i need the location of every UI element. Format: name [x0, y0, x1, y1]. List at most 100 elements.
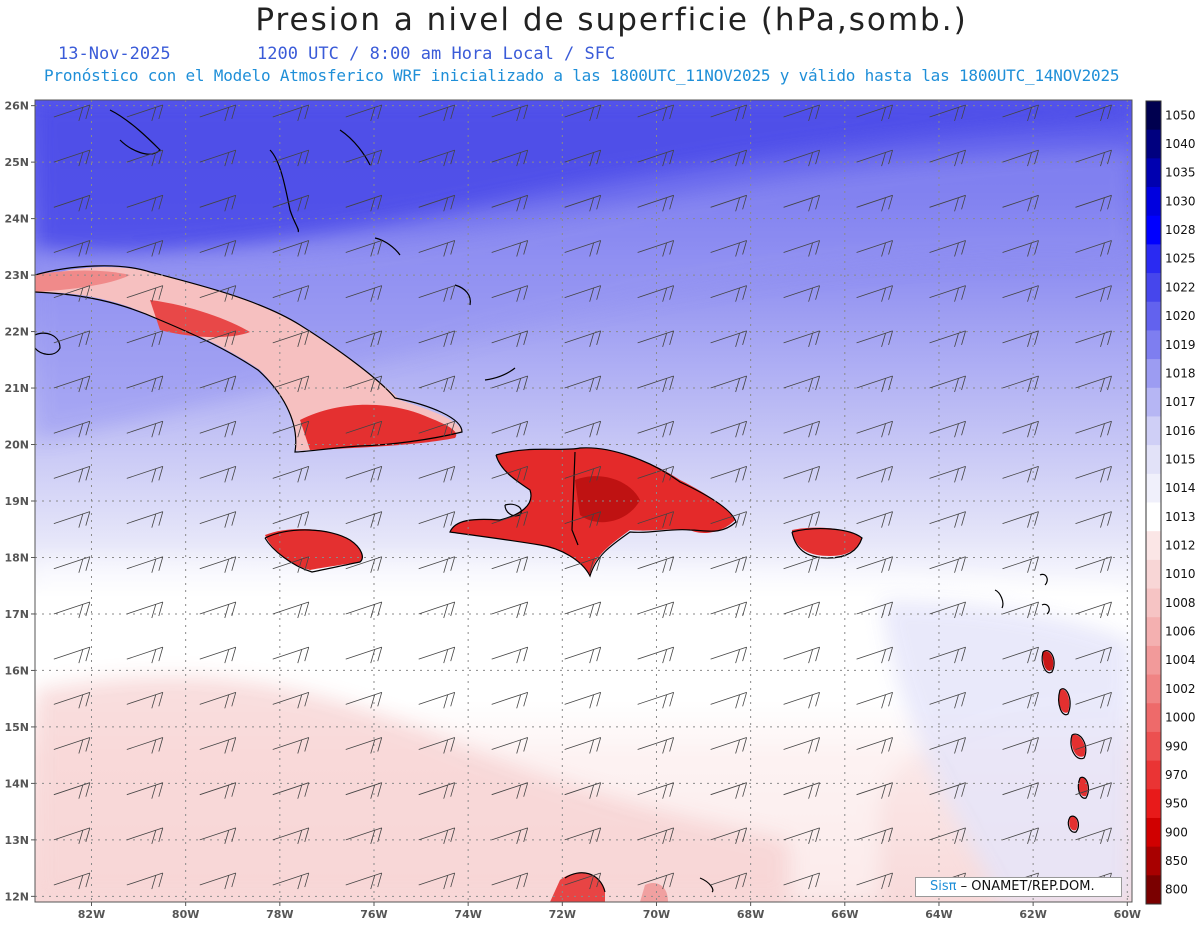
lat-lon-grid	[35, 100, 1132, 902]
wind-barb	[418, 511, 456, 528]
colorbar-label: 1010	[1165, 567, 1196, 581]
wind-barb	[783, 104, 820, 122]
colorbar-swatch	[1146, 588, 1161, 618]
colorbar-swatch	[1146, 760, 1161, 790]
wind-barb	[53, 194, 91, 212]
colorbar-label: 1004	[1165, 653, 1196, 667]
wind-barb	[345, 691, 383, 709]
wind-barb	[1002, 285, 1039, 302]
wind-barb	[637, 511, 675, 528]
wind-barb	[199, 149, 237, 167]
wind-barb	[856, 646, 893, 664]
wind-barb	[53, 285, 91, 302]
pressure-colorbar: 1050 1040 1035 1030 1028 1025 1022 1020 1019 1018…	[1145, 100, 1196, 905]
wind-barb	[783, 420, 820, 438]
wind-barb	[783, 466, 820, 483]
wind-barb	[1075, 330, 1112, 347]
lon-label: 74W	[454, 908, 481, 921]
wind-barb	[491, 240, 529, 257]
lat-label: 16N	[4, 664, 29, 677]
colorbar-label: 1008	[1165, 596, 1196, 610]
wind-barb	[710, 556, 748, 573]
colorbar-swatch	[1146, 187, 1161, 217]
wind-barb	[856, 330, 893, 347]
wind-barb	[199, 420, 237, 438]
lon-label: 60W	[1114, 908, 1141, 921]
wind-barb	[126, 827, 164, 844]
lat-label: 19N	[4, 495, 29, 508]
colorbar-swatch	[1146, 273, 1161, 303]
credit-box: Sisπ – ONAMET/REP.DOM.	[915, 877, 1122, 897]
wind-barb	[564, 646, 602, 664]
wind-barb	[637, 737, 675, 754]
wind-barb	[929, 420, 966, 438]
longitude-labels: 82W 80W 78W 76W 74W 72W 70W 68W 66W 64W 62W 60W	[78, 908, 1141, 921]
wind-barb	[126, 737, 164, 754]
wind-barb	[783, 782, 820, 799]
wind-barb	[1075, 149, 1112, 167]
wind-barb	[272, 601, 310, 619]
wind-barb	[856, 285, 893, 302]
colorbar-label: 900	[1165, 825, 1188, 839]
colorbar-swatch	[1146, 215, 1161, 245]
wind-barb	[564, 556, 602, 573]
wind-barb	[199, 104, 237, 122]
wind-barb	[345, 104, 383, 122]
wind-barb	[929, 691, 966, 709]
wind-barb	[564, 330, 602, 347]
wind-barb	[1075, 104, 1112, 122]
wind-barb	[345, 646, 383, 664]
lat-label: 14N	[4, 777, 29, 790]
wind-barb	[53, 420, 91, 438]
wind-barb	[199, 466, 237, 483]
wind-barb	[53, 375, 91, 393]
wind-barb	[272, 782, 310, 799]
wind-barb	[491, 737, 529, 754]
wind-barb	[126, 375, 164, 393]
wind-barb	[126, 511, 164, 528]
lon-label: 78W	[266, 908, 293, 921]
wind-barb	[1002, 149, 1039, 167]
wind-barb	[929, 375, 966, 393]
colorbar-swatch	[1146, 875, 1161, 905]
wind-barb	[418, 420, 456, 438]
colorbar-swatch	[1146, 731, 1161, 762]
wind-barb	[53, 601, 91, 619]
wind-barb	[1002, 240, 1039, 257]
wind-barb	[491, 330, 529, 347]
wind-barb	[710, 646, 748, 664]
wind-barb	[53, 827, 91, 844]
wind-barb	[126, 420, 164, 438]
wind-barb	[199, 285, 237, 302]
lon-label: 72W	[549, 908, 576, 921]
forecast-date: 13-Nov-2025	[58, 44, 171, 64]
wind-barb	[418, 691, 456, 709]
wind-barb	[418, 466, 456, 483]
wind-barb	[272, 691, 310, 709]
wind-barb	[53, 149, 91, 167]
wind-barb	[199, 691, 237, 709]
lat-label: 12N	[4, 890, 29, 903]
wind-barb	[783, 511, 820, 528]
wind-barb	[710, 285, 748, 302]
colorbar-label: 1016	[1165, 424, 1196, 438]
wind-barb	[1002, 104, 1039, 122]
wind-barb	[1002, 466, 1039, 483]
wind-barb	[929, 149, 966, 167]
lat-label: 18N	[4, 551, 29, 564]
wind-barb	[126, 104, 164, 122]
wind-barb	[637, 194, 675, 212]
model-run-subtitle: Pronóstico con el Modelo Atmosferico WRF…	[44, 66, 1120, 85]
colorbar-label: 990	[1165, 739, 1188, 753]
wind-barb	[418, 782, 456, 799]
wind-barb	[710, 691, 748, 709]
colorbar-swatch	[1146, 101, 1161, 131]
colorbar-label: 1013	[1165, 510, 1196, 524]
wind-barb	[783, 827, 820, 844]
wind-barb	[418, 646, 456, 664]
wind-barb	[345, 375, 383, 393]
wind-barb	[53, 691, 91, 709]
colorbar-swatch	[1146, 359, 1161, 389]
wind-barb	[53, 737, 91, 754]
